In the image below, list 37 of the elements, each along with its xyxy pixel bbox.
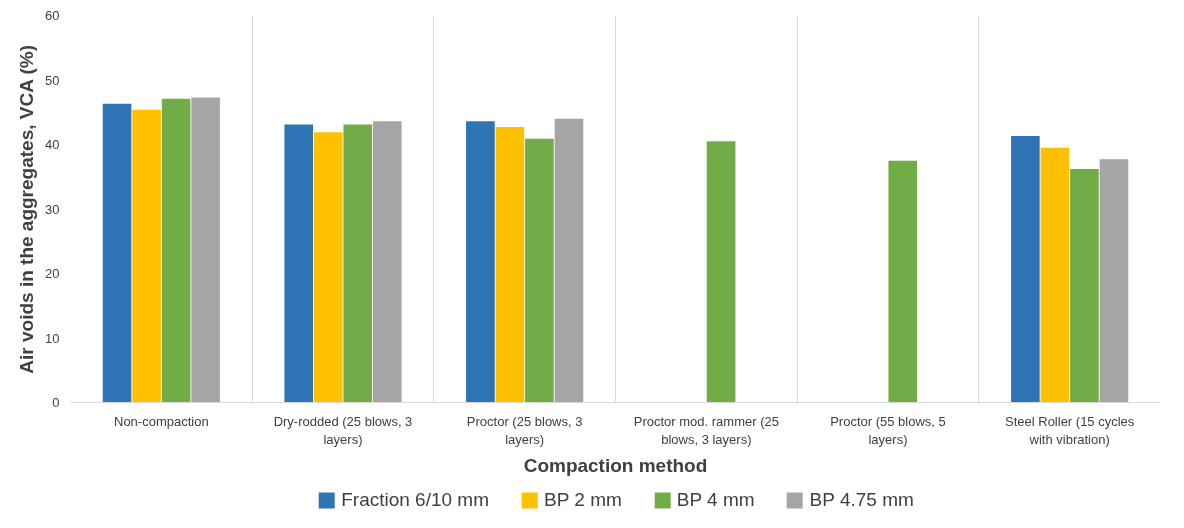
- bar: [1099, 159, 1129, 403]
- bar: [313, 132, 343, 403]
- bar: [102, 103, 132, 403]
- legend-label: Fraction 6/10 mm: [341, 489, 490, 511]
- x-tick-label: Proctor (55 blows, 5 layers): [830, 413, 946, 447]
- y-tick-label: 10: [45, 330, 60, 346]
- y-tick-label: 40: [45, 137, 60, 152]
- bar: [706, 141, 736, 403]
- y-tick-label: 0: [52, 395, 60, 410]
- x-tick-label: Non-compaction: [114, 413, 209, 429]
- legend-label: BP 4 mm: [676, 489, 755, 511]
- bar: [495, 127, 525, 403]
- x-tick-label: Proctor (25 blows, 3 layers): [466, 413, 583, 447]
- x-axis-title: Compaction method: [523, 454, 708, 476]
- bar: [888, 160, 918, 403]
- bar: [372, 121, 402, 403]
- y-tick-label: 50: [45, 72, 60, 88]
- y-tick-label: 20: [45, 266, 60, 281]
- bar: [1070, 169, 1099, 403]
- x-tick-label: Steel Roller (15 cycles with vibration): [1005, 413, 1135, 447]
- bar: [132, 109, 161, 403]
- x-tick-label: Dry-rodded (25 blows, 3 layers): [273, 413, 413, 447]
- legend-label: BP 4.75 mm: [809, 489, 914, 511]
- legend-label: BP 2 mm: [544, 489, 622, 511]
- bar: [161, 98, 191, 403]
- bar: [466, 121, 495, 403]
- bar: [525, 138, 554, 403]
- bar: [343, 124, 373, 403]
- x-tick-label: Proctor mod. rammer (25 blows, 3 layers): [633, 413, 779, 447]
- bar: [1011, 136, 1040, 403]
- y-tick-label: 30: [45, 201, 60, 217]
- y-axis-title: Air voids in the aggregates, VCA (%): [16, 45, 38, 374]
- bar: [554, 118, 584, 403]
- y-tick-label: 60: [45, 8, 60, 23]
- bar: [191, 97, 220, 403]
- bar: [1040, 147, 1070, 403]
- bar: [284, 124, 314, 403]
